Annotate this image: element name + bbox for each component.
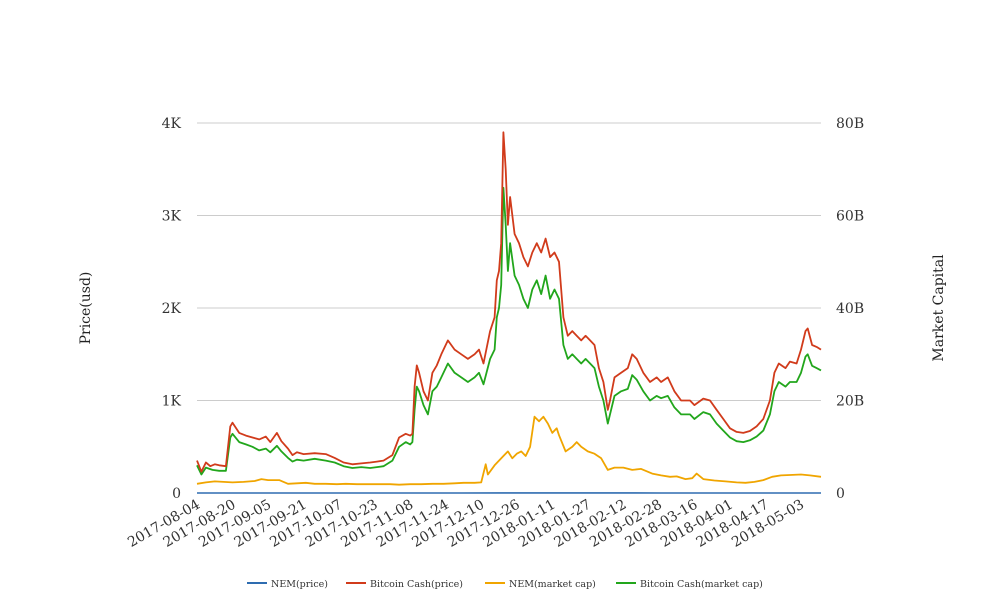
series-line — [196, 186, 822, 476]
x-axis-ticks: 2017-08-042017-08-202017-09-052017-09-21… — [125, 497, 807, 551]
legend: NEM(price) Bitcoin Cash(price) NEM(market … — [247, 579, 763, 590]
right-tick-label: 20B — [836, 394, 864, 410]
legend-label: Bitcoin Cash(market cap) — [640, 579, 763, 590]
right-axis-ticks: 0 20B 40B 60B 80B — [836, 116, 864, 502]
left-axis-title: Price(usd) — [78, 272, 94, 345]
legend-label: Bitcoin Cash(price) — [370, 579, 463, 590]
series-line — [196, 415, 822, 486]
series-line — [196, 131, 822, 473]
right-tick-label: 40B — [836, 301, 864, 317]
legend-label: NEM(price) — [271, 579, 328, 590]
left-tick-label: 3K — [162, 209, 182, 225]
left-tick-label: 0 — [172, 486, 181, 502]
right-axis-title: Market Capital — [931, 254, 947, 362]
left-axis-ticks: 0 1K 2K 3K 4K — [162, 116, 182, 502]
left-tick-label: 2K — [162, 301, 182, 317]
right-tick-label: 60B — [836, 209, 864, 225]
left-tick-label: 1K — [162, 394, 182, 410]
right-tick-label: 80B — [836, 116, 864, 132]
left-tick-label: 4K — [162, 116, 182, 132]
right-tick-label: 0 — [836, 486, 845, 502]
legend-label: NEM(market cap) — [509, 579, 596, 590]
series-lines — [196, 131, 822, 494]
